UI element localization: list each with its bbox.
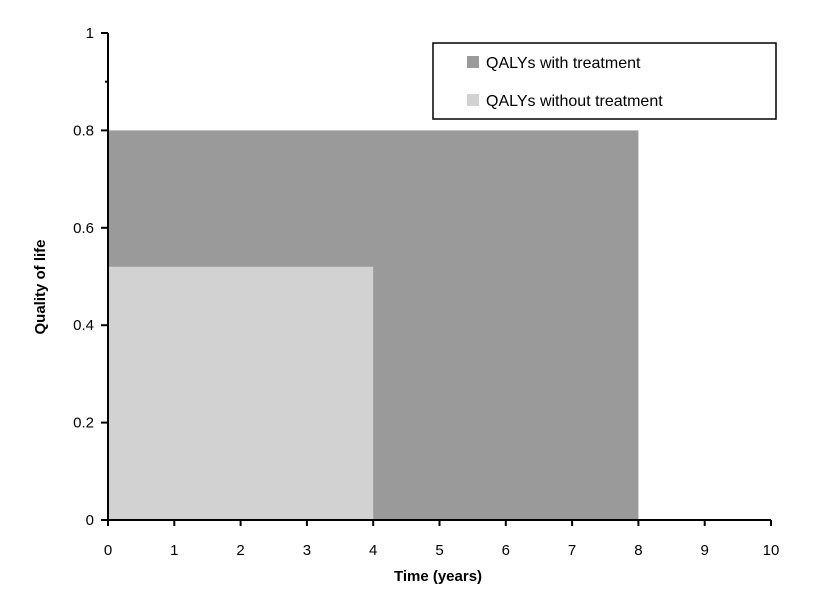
y-tick-label: 1 <box>86 25 94 42</box>
y-tick-label: 0.2 <box>73 415 94 432</box>
legend-swatch <box>467 56 479 68</box>
x-tick-label: 9 <box>701 542 709 559</box>
legend-label: QALYs without treatment <box>486 93 663 110</box>
x-tick-label: 3 <box>303 542 311 559</box>
ticks-layer: 0 1 2 3 4 5 6 7 8 9 10 0 0.2 0.4 0.6 0.8 1 <box>73 25 779 559</box>
legend: QALYs with treatment QALYs without treatm… <box>432 42 777 120</box>
area-without-treatment <box>108 266 374 520</box>
legend-box <box>432 42 777 120</box>
area-series-layer <box>108 130 639 520</box>
legend-label: QALYs with treatment <box>486 55 641 72</box>
x-tick-label: 2 <box>236 542 244 559</box>
x-tick-label: 7 <box>568 542 576 559</box>
x-tick-label: 5 <box>435 542 443 559</box>
x-tick-label: 10 <box>763 542 780 559</box>
legend-swatch <box>467 94 479 106</box>
y-axis-title: Quality of life <box>32 239 49 334</box>
x-tick-label: 8 <box>634 542 642 559</box>
y-tick-label: 0 <box>86 512 94 529</box>
x-tick-label: 1 <box>170 542 178 559</box>
y-tick-label: 0.8 <box>73 122 94 139</box>
y-tick-label: 0.6 <box>73 220 94 237</box>
x-tick-label: 4 <box>369 542 377 559</box>
x-axis-title: Time (years) <box>394 568 482 585</box>
x-tick-label: 0 <box>104 542 112 559</box>
y-tick-label: 0.4 <box>73 317 94 334</box>
x-tick-label: 6 <box>502 542 510 559</box>
